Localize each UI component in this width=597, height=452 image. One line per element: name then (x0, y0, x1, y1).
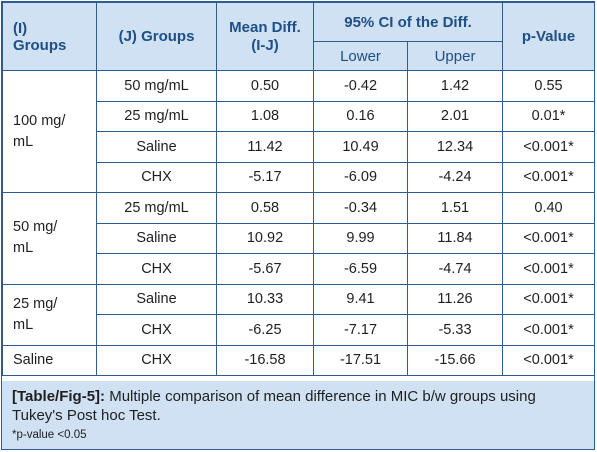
table-body: 100 mg/mL 50 mg/mL 0.50 -0.42 1.42 0.55 25 mg/… (2, 70, 596, 376)
ci-lower-cell: -6.59 (313, 253, 408, 285)
mean-diff-cell: -6.25 (216, 314, 314, 346)
table-header: (I) Groups (J) Groups Mean Diff. (I-J) 9… (2, 2, 596, 71)
p-value-cell: <0.001* (502, 344, 596, 376)
group-j-cell: Saline (96, 283, 217, 315)
comparison-table: (I) Groups (J) Groups Mean Diff. (I-J) 9… (2, 2, 596, 376)
header-p-value: p-Value (502, 2, 596, 71)
mean-diff-cell: -5.67 (216, 253, 314, 285)
group-i-label-line2: mL (13, 240, 34, 257)
ci-lower-cell: 9.99 (313, 222, 408, 254)
mean-diff-cell: 0.58 (216, 192, 314, 224)
group-i-cell: Saline (2, 344, 97, 376)
mean-diff-cell: 11.42 (216, 131, 314, 163)
table-row: 100 mg/mL 50 mg/mL 0.50 -0.42 1.42 0.55 (2, 70, 596, 193)
header-i-groups: (I) Groups (2, 2, 97, 71)
p-value-cell: <0.001* (502, 131, 596, 163)
p-value-cell: <0.001* (502, 222, 596, 254)
table-caption: [Table/Fig-5]: Multiple comparison of me… (2, 381, 594, 449)
ci-upper-cell: -5.33 (406, 314, 504, 346)
mean-diff-cell: 10.33 (216, 283, 314, 315)
mean-diff-cell: 1.08 (216, 100, 314, 132)
group-j-cell: Saline (96, 131, 217, 163)
table-row: CHX -5.67 -6.59 -4.74 <0.001* (3, 253, 596, 285)
group-j-cell: CHX (96, 161, 217, 193)
ci-upper-cell: -4.24 (406, 161, 504, 193)
header-mean-diff: Mean Diff. (I-J) (216, 2, 314, 71)
caption-text: [Table/Fig-5]: Multiple comparison of me… (12, 387, 584, 425)
group-i-label-line1: 50 mg/ (13, 219, 58, 236)
group-i-label-line2: mL (13, 133, 34, 150)
header-i-line1: (I) (13, 19, 28, 37)
header-mean-line1: Mean Diff. (229, 18, 301, 36)
group-i-label-line1: 100 mg/ (13, 112, 66, 129)
header-ci: 95% CI of the Diff. (312, 2, 504, 42)
group-i-label-line1: Saline (13, 351, 54, 368)
ci-upper-cell: 2.01 (406, 100, 504, 132)
p-value-cell: <0.001* (502, 283, 596, 315)
table-row: CHX -5.17 -6.09 -4.24 <0.001* (3, 161, 596, 193)
group-j-cell: CHX (96, 253, 217, 285)
table-row: Saline CHX -16.58 -17.51 -15.66 <0.001* (2, 344, 596, 376)
group-j-cell: CHX (96, 344, 217, 376)
p-value-cell: <0.001* (502, 253, 596, 285)
group-j-cell: 50 mg/mL (96, 70, 217, 102)
header-i-line2: Groups (13, 36, 67, 54)
mean-diff-cell: 0.50 (216, 70, 314, 102)
header-mean-line2: (I-J) (251, 36, 279, 54)
caption-note: *p-value <0.05 (12, 429, 87, 441)
group-i-label-line2: mL (13, 316, 34, 333)
table-row: 50 mg/mL 25 mg/mL 0.58 -0.34 1.51 0.40 (2, 192, 596, 285)
table-row: 25 mg/mL Saline 10.33 9.41 11.26 <0.001* (2, 283, 596, 346)
p-value-cell: <0.001* (502, 314, 596, 346)
ci-lower-cell: -6.09 (313, 161, 408, 193)
p-value-cell: 0.01* (502, 100, 596, 132)
ci-upper-cell: 1.42 (406, 70, 504, 102)
table-row: Saline 10.92 9.99 11.84 <0.001* (3, 222, 596, 254)
group-i-cell: 50 mg/mL (2, 192, 97, 285)
ci-upper-cell: 1.51 (406, 192, 504, 224)
group-i-label-line1: 25 mg/ (13, 295, 58, 312)
mean-diff-cell: 10.92 (216, 222, 314, 254)
ci-lower-cell: 0.16 (313, 100, 408, 132)
caption-ref: [Table/Fig-5]: (12, 388, 106, 405)
group-j-cell: 25 mg/mL (96, 192, 217, 224)
mean-diff-cell: -5.17 (216, 161, 314, 193)
ci-upper-cell: -15.66 (406, 344, 504, 376)
ci-lower-cell: 9.41 (313, 283, 408, 315)
group-j-cell: Saline (96, 222, 217, 254)
caption-body: Multiple comparison of mean difference i… (12, 388, 536, 424)
group-j-cell: 25 mg/mL (96, 100, 217, 132)
p-value-cell: 0.40 (502, 192, 596, 224)
ci-lower-cell: -0.34 (313, 192, 408, 224)
group-i-cell: 100 mg/mL (2, 70, 97, 193)
header-j-groups: (J) Groups (96, 2, 217, 71)
ci-lower-cell: -7.17 (313, 314, 408, 346)
table-row: 25 mg/mL 1.08 0.16 2.01 0.01* (3, 100, 596, 132)
header-upper: Upper (406, 41, 504, 71)
ci-upper-cell: 11.26 (406, 283, 504, 315)
ci-lower-cell: -0.42 (313, 70, 408, 102)
ci-upper-cell: -4.74 (406, 253, 504, 285)
mean-diff-cell: -16.58 (216, 344, 314, 376)
table-row: Saline 11.42 10.49 12.34 <0.001* (3, 131, 596, 163)
ci-upper-cell: 11.84 (406, 222, 504, 254)
header-lower: Lower (313, 41, 408, 71)
ci-lower-cell: -17.51 (313, 344, 408, 376)
p-value-cell: <0.001* (502, 161, 596, 193)
group-j-cell: CHX (96, 314, 217, 346)
group-i-cell: 25 mg/mL (2, 283, 97, 346)
table-row: CHX -6.25 -7.17 -5.33 <0.001* (3, 314, 596, 346)
ci-upper-cell: 12.34 (406, 131, 504, 163)
ci-lower-cell: 10.49 (313, 131, 408, 163)
p-value-cell: 0.55 (502, 70, 596, 102)
